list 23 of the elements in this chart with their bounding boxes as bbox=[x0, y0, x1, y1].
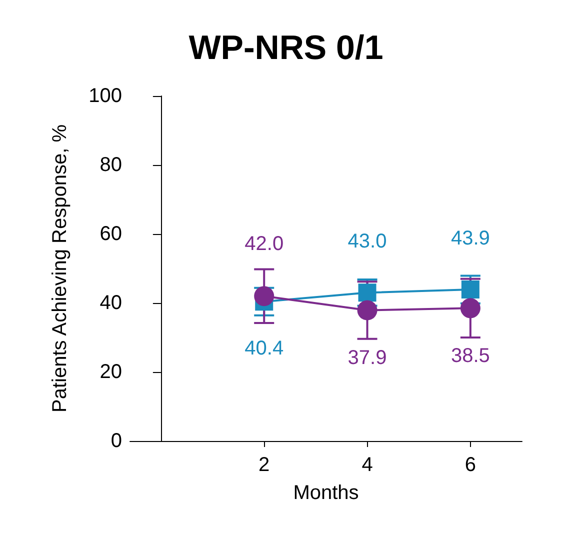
point bbox=[357, 300, 378, 320]
y-tick-label: 60 bbox=[100, 223, 122, 245]
data-label: 37.9 bbox=[348, 347, 387, 370]
x-axis-title: Months bbox=[293, 482, 359, 504]
data-label: 43.0 bbox=[348, 230, 387, 253]
chart-title: WP-NRS 0/1 bbox=[188, 29, 384, 67]
point bbox=[460, 298, 480, 318]
x-tick-label: 2 bbox=[258, 454, 270, 476]
data-label: 42.0 bbox=[244, 233, 284, 256]
y-axis-title: Patients Achieving Response, % bbox=[49, 124, 71, 412]
data-label: 40.4 bbox=[244, 338, 284, 360]
point bbox=[254, 286, 274, 306]
data-label: 38.5 bbox=[450, 345, 490, 368]
y-tick-label: 0 bbox=[110, 430, 122, 452]
y-tick-label: 40 bbox=[100, 292, 122, 314]
x-tick-label: 6 bbox=[464, 454, 476, 476]
x-tick-label: 4 bbox=[362, 454, 373, 476]
y-tick-label: 20 bbox=[100, 361, 122, 383]
point bbox=[461, 280, 480, 299]
y-tick-label: 80 bbox=[100, 154, 122, 176]
data-label: 43.9 bbox=[450, 228, 490, 250]
y-tick-label: 100 bbox=[88, 85, 122, 107]
point bbox=[358, 284, 376, 302]
